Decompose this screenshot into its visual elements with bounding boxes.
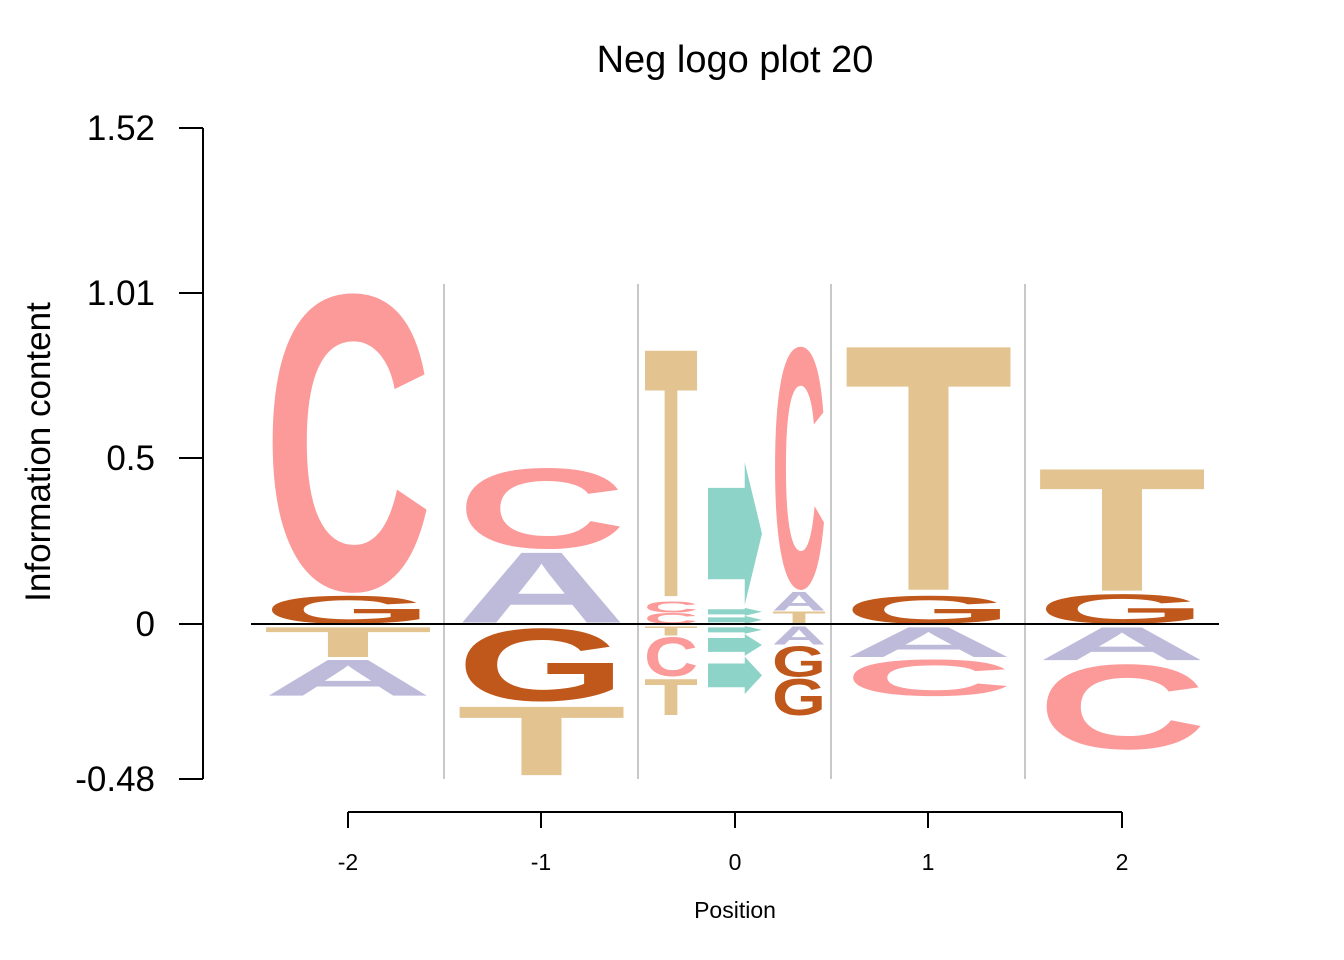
letter-c: C — [644, 626, 698, 689]
letter-t: T — [457, 686, 627, 797]
letter-t: T — [644, 275, 698, 673]
letter-c: C — [644, 610, 698, 627]
letter-c: C — [457, 445, 627, 573]
letter-a: A — [844, 618, 1014, 666]
letter-c: C — [772, 276, 826, 660]
column-separators — [443, 284, 1026, 779]
x-axis-label: Position — [694, 897, 776, 923]
letter-t: T — [844, 272, 1014, 665]
letter-c: C — [263, 206, 433, 679]
letter-g: G — [772, 638, 826, 686]
arrow-mark — [708, 626, 762, 634]
x-tick-label: 1 — [922, 849, 935, 875]
y-axis: 1.52 1.01 0.5 0 -0.48 Information conten… — [19, 109, 204, 799]
letter-c: C — [1037, 639, 1207, 774]
letter-t: T — [263, 618, 433, 666]
letter-t: T — [644, 669, 698, 727]
y-tick-label: 0.5 — [106, 439, 155, 478]
arrow-mark — [708, 656, 762, 694]
chart-title: Neg logo plot 20 — [597, 39, 874, 81]
letter-t: T — [1037, 432, 1207, 629]
y-tick-label: 1.01 — [87, 274, 155, 313]
letter-a: A — [772, 587, 826, 617]
x-tick-label: -1 — [531, 849, 551, 875]
letter-a: A — [457, 531, 627, 644]
letter-c: C — [844, 649, 1014, 707]
letter-a: A — [1037, 617, 1207, 670]
letter-a: A — [263, 649, 433, 707]
x-tick-label: 2 — [1116, 849, 1129, 875]
y-tick-label: -0.48 — [75, 760, 155, 799]
letter-g: G — [457, 607, 627, 723]
letter-g: G — [772, 669, 826, 726]
letter-a: A — [772, 621, 826, 650]
letter-c: C — [644, 599, 698, 616]
x-tick-label: 0 — [729, 849, 742, 875]
arrow-mark — [708, 607, 762, 616]
arrow-mark — [708, 634, 762, 656]
x-axis: -2 -1 0 1 2 Position — [338, 811, 1129, 923]
y-tick-label: 1.52 — [87, 109, 155, 148]
y-axis-label: Information content — [19, 302, 58, 602]
arrow-mark — [708, 615, 762, 624]
letter-t: T — [772, 608, 826, 628]
arrow-mark — [708, 462, 762, 605]
x-tick-label: -2 — [338, 849, 358, 875]
y-tick-label: 0 — [136, 605, 155, 644]
letter-t: T — [644, 624, 698, 638]
